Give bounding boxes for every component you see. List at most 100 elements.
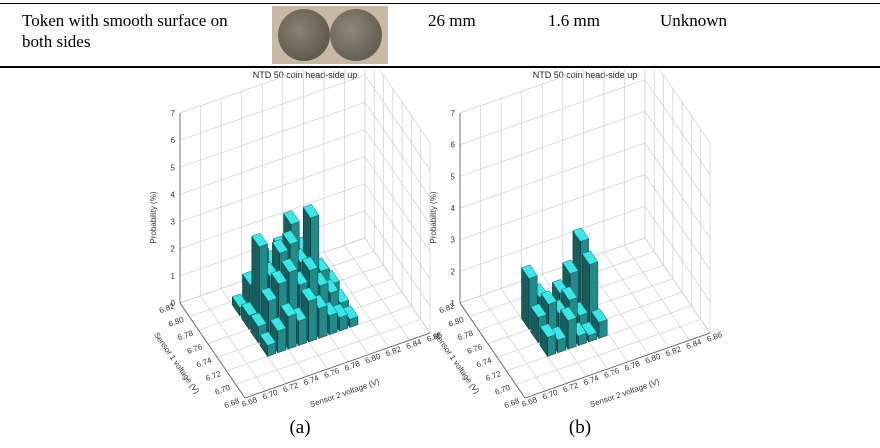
- y-tick-label: 6.70: [494, 383, 512, 397]
- y-tick-label: 6.74: [195, 356, 213, 370]
- wall-grid-line: [459, 111, 646, 177]
- wall-grid-line: [179, 74, 366, 141]
- wall-grid-line: [644, 111, 711, 207]
- wall-grid-line: [659, 70, 711, 144]
- y-tick-label: 6.78: [177, 328, 195, 342]
- wall-grid-line: [644, 206, 711, 302]
- wall-grid-line: [179, 129, 366, 195]
- y-tick-label: 6.80: [167, 315, 185, 329]
- y-tick-label: 6.68: [503, 396, 521, 410]
- x-tick-label: 6.74: [582, 373, 600, 387]
- z-tick-label: 2: [171, 245, 176, 254]
- coin-photo: [272, 6, 388, 64]
- material: Unknown: [660, 11, 728, 30]
- wall-grid-line: [364, 74, 431, 171]
- x-tick-label: 6.78: [343, 359, 361, 373]
- x-tick-label: 6.82: [664, 344, 682, 358]
- x-tick-label: 6.68: [241, 395, 259, 409]
- wall-grid-line: [459, 237, 646, 304]
- chart-title: NTD 50 coin head-side up: [253, 70, 358, 80]
- wall-grid-line: [364, 129, 431, 225]
- wall-grid-line: [364, 102, 431, 198]
- y-axis-label: Sensor 1 voltage (V): [432, 331, 481, 396]
- z-tick-label: 7: [451, 109, 456, 118]
- floor-grid-line: [515, 319, 701, 385]
- figure: NTD 50 coin head-side up6.686.706.726.74…: [149, 70, 724, 438]
- y-tick-label: 6.78: [457, 328, 475, 342]
- thickness: 1.6 mm: [548, 11, 600, 30]
- bar-front: [318, 305, 328, 339]
- bar-top: [530, 303, 547, 318]
- z-tick-label: 5: [451, 172, 456, 181]
- bar-top: [282, 230, 299, 245]
- token-description: Token with smooth surface on both sides: [22, 11, 228, 51]
- y-tick-label: 6.76: [186, 342, 204, 356]
- bar-top: [539, 323, 557, 338]
- bar-front: [567, 317, 577, 350]
- z-tick-label: 6: [171, 136, 176, 145]
- bar-top: [250, 312, 267, 327]
- bar-front: [308, 298, 318, 343]
- bar-top: [280, 302, 297, 317]
- bar-front: [287, 313, 297, 350]
- floor-grid-line: [480, 295, 546, 391]
- x-tick-label: 6.70: [261, 388, 279, 402]
- x-tick-label: 6.76: [323, 366, 341, 380]
- axis-line: [244, 332, 431, 399]
- wall-grid-line: [644, 174, 711, 270]
- bar-top: [581, 250, 599, 265]
- z-tick-label: 1: [171, 272, 176, 281]
- z-axis-label: Probability (%): [149, 191, 158, 243]
- wall-grid-line: [644, 79, 711, 175]
- bar-top: [283, 210, 300, 225]
- wall-grid-line: [364, 237, 431, 334]
- bar-top: [270, 316, 287, 332]
- bar-front: [298, 317, 307, 346]
- axis-line: [179, 302, 246, 399]
- wall-grid-line: [459, 174, 646, 240]
- wall-grid-line: [459, 206, 646, 272]
- z-tick-label: 0: [171, 299, 176, 308]
- y-tick-label: 6.70: [214, 383, 232, 397]
- z-tick-label: 6: [451, 141, 456, 150]
- floor-grid-line: [344, 245, 410, 341]
- z-tick-label: 1: [451, 299, 456, 308]
- x-tick-label: 6.84: [405, 337, 423, 351]
- floor-grid-line: [603, 252, 670, 348]
- bar-top: [301, 256, 319, 271]
- table-top-rule: [0, 3, 880, 4]
- bar-top: [521, 264, 538, 279]
- panel-caption: (a): [289, 417, 310, 438]
- wall-grid-line: [179, 183, 366, 250]
- bar-top: [540, 290, 558, 305]
- wall-grid-line: [179, 101, 366, 168]
- floor-grid-line: [200, 295, 266, 391]
- wall-grid-line: [459, 142, 646, 209]
- bar-top: [260, 287, 278, 302]
- z-tick-label: 5: [171, 163, 176, 172]
- wall-grid-line: [364, 156, 431, 252]
- z-tick-label: 2: [451, 267, 456, 276]
- wall-grid-line: [179, 70, 304, 114]
- wall-grid-line: [459, 79, 646, 145]
- wall-grid-line: [179, 156, 366, 222]
- z-tick-label: 3: [451, 236, 456, 245]
- bar-top: [562, 259, 579, 275]
- y-tick-label: 6.72: [204, 369, 222, 383]
- bar-front: [598, 319, 608, 339]
- x-tick-label: 6.74: [302, 373, 320, 387]
- bar-top: [560, 306, 577, 322]
- x-tick-label: 6.76: [603, 366, 621, 380]
- wall-grid-line: [459, 70, 584, 114]
- x-tick-label: 6.78: [623, 359, 641, 373]
- y-tick-label: 6.76: [466, 342, 484, 356]
- bar-top: [302, 204, 320, 219]
- floor-grid-line: [235, 319, 421, 385]
- bar-front: [277, 327, 287, 354]
- table-bottom-rule: [0, 66, 880, 68]
- floor-grid-line: [624, 245, 690, 341]
- y-tick-label: 6.74: [475, 356, 493, 370]
- diameter: 26 mm: [428, 11, 476, 30]
- wall-grid-line: [379, 70, 431, 144]
- axis-line: [459, 302, 526, 399]
